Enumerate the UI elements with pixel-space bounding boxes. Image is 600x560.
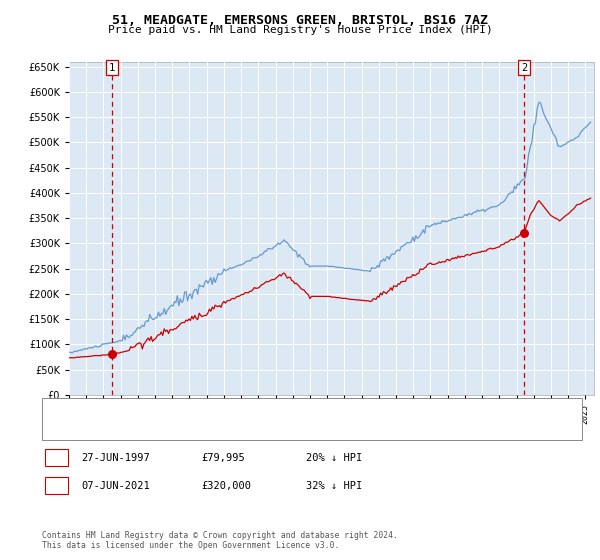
Text: 1: 1 [53, 452, 59, 463]
Text: 2: 2 [53, 480, 59, 491]
Text: ——: —— [53, 403, 68, 416]
Text: 32% ↓ HPI: 32% ↓ HPI [306, 480, 362, 491]
Text: 51, MEADGATE, EMERSONS GREEN, BRISTOL, BS16 7AZ: 51, MEADGATE, EMERSONS GREEN, BRISTOL, B… [112, 14, 488, 27]
Text: 51, MEADGATE, EMERSONS GREEN, BRISTOL, BS16 7AZ (detached house): 51, MEADGATE, EMERSONS GREEN, BRISTOL, B… [81, 404, 425, 413]
Point [107, 350, 116, 359]
Text: £320,000: £320,000 [201, 480, 251, 491]
Text: Contains HM Land Registry data © Crown copyright and database right 2024.
This d: Contains HM Land Registry data © Crown c… [42, 530, 398, 550]
Text: 07-JUN-2021: 07-JUN-2021 [81, 480, 150, 491]
Text: Price paid vs. HM Land Registry's House Price Index (HPI): Price paid vs. HM Land Registry's House … [107, 25, 493, 35]
Text: ——: —— [53, 422, 68, 435]
Text: HPI: Average price, detached house, South Gloucestershire: HPI: Average price, detached house, Sout… [81, 424, 388, 433]
Text: 2: 2 [521, 63, 527, 73]
Text: 20% ↓ HPI: 20% ↓ HPI [306, 452, 362, 463]
Text: £79,995: £79,995 [201, 452, 245, 463]
Text: 27-JUN-1997: 27-JUN-1997 [81, 452, 150, 463]
Text: 1: 1 [109, 63, 115, 73]
Point [519, 229, 529, 238]
